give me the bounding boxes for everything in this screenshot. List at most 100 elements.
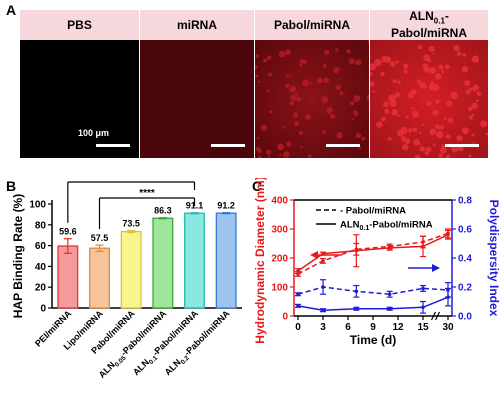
fluorescence-speck [285, 83, 290, 88]
fluorescence-speck [419, 131, 422, 134]
y-left-tick-label: 0 [282, 312, 288, 323]
x-tick-label: ALN0.2-Pabol/miRNA [163, 308, 234, 379]
left-axis-arrowhead [310, 251, 318, 259]
fluorescence-speck [350, 101, 354, 106]
data-point [296, 269, 300, 273]
fluorescence-speck [412, 127, 418, 132]
fluorescence-speck [282, 126, 286, 129]
fluorescence-speck [485, 132, 488, 136]
y-tick-label: 0 [40, 304, 46, 315]
micrograph-header-aln-pabol-mirna: ALN0.1- Pabol/miRNA [370, 9, 488, 40]
fluorescence-speck [394, 92, 401, 98]
data-point [421, 244, 425, 249]
fluorescence-speck [389, 99, 397, 108]
fluorescence-speck [464, 80, 471, 87]
series-line [297, 296, 449, 311]
fluorescence-speck [292, 112, 299, 118]
series-line [297, 286, 449, 296]
bar [215, 212, 237, 309]
fluorescence-speck [391, 109, 399, 116]
fluorescence-speck [450, 91, 458, 100]
fluorescence-speck [324, 49, 330, 55]
fluorescence-speck [407, 91, 415, 99]
y-tick-label: 40 [35, 262, 47, 273]
panel-label-b: B [6, 178, 17, 194]
fluorescence-speck [434, 124, 440, 129]
fluorescence-speck [461, 127, 469, 135]
bar [89, 247, 110, 309]
data-point [446, 295, 450, 299]
fluorescence-speck [255, 74, 259, 78]
fluorescence-speck [397, 80, 401, 84]
y-left-tick-label: 200 [271, 254, 288, 265]
fluorescence-speck [432, 52, 435, 55]
y-right-tick-label: 0.6 [458, 225, 472, 236]
data-point [387, 292, 392, 297]
fluorescence-speck [305, 114, 311, 120]
fluorescence-speck [323, 77, 329, 84]
fluorescence-speck [361, 136, 366, 141]
fluorescence-speck [421, 123, 425, 127]
fluorescence-speck [428, 45, 435, 52]
series-line [297, 232, 449, 275]
fluorescence-speck [445, 64, 450, 70]
fluorescence-speck [289, 101, 294, 106]
x-tick-label: 0 [295, 322, 301, 333]
micrograph-pabol-mirna [255, 40, 369, 158]
fluorescence-speck [335, 48, 339, 52]
fluorescence-speck [424, 150, 430, 156]
fluorescence-speck [380, 71, 385, 77]
legend-label-part: ALN [340, 220, 360, 231]
data-label: 57.5 [91, 233, 109, 243]
fluorescence-speck [321, 96, 329, 103]
data-point [387, 246, 392, 250]
fluorescence-speck [419, 82, 426, 89]
fluorescence-speck [330, 113, 335, 119]
fluorescence-speck [414, 154, 421, 158]
fluorescence-speck [432, 109, 439, 116]
fluorescence-speck [380, 116, 386, 122]
fluorescence-speck [472, 88, 477, 92]
fluorescence-speck [316, 77, 323, 84]
fluorescence-speck [456, 135, 463, 142]
fluorescence-speck [453, 45, 460, 52]
x-tick-label-part: 0.2 [180, 354, 192, 366]
fluorescence-speck [403, 63, 409, 69]
y-right-tick-label: 0.0 [458, 312, 472, 323]
micrograph-header-pbs: PBS [20, 10, 139, 40]
significance-label: **** [139, 188, 155, 199]
data-point [421, 286, 425, 291]
fluorescence-speck [374, 58, 382, 67]
fluorescence-speck [269, 110, 273, 114]
fluorescence-speck [354, 112, 359, 117]
fluorescence-speck [335, 84, 341, 91]
fluorescence-speck [279, 153, 282, 157]
fluorescence-speck [413, 139, 420, 146]
fluorescence-speck [441, 70, 445, 73]
fluorescence-speck [417, 44, 423, 50]
fluorescence-speck [289, 74, 292, 77]
micrograph-header-label: miRNA [176, 17, 217, 32]
fluorescence-speck [465, 89, 471, 95]
scale-bar [326, 144, 360, 147]
fluorescence-speck [456, 51, 462, 57]
fluorescence-speck [435, 73, 442, 80]
y-right-axis-title: Polydispersity Index [487, 200, 500, 317]
fluorescence-speck [408, 128, 413, 133]
scale-bar [211, 144, 245, 147]
scale-bar [96, 144, 130, 147]
y-left-tick-label: 400 [271, 196, 288, 207]
fluorescence-speck [438, 64, 444, 70]
fluorescence-speck [438, 153, 443, 158]
fluorescence-speck [286, 141, 292, 147]
micrograph-mirna [140, 40, 254, 158]
fluorescence-speck [355, 59, 362, 66]
x-tick-label: 9 [370, 322, 376, 333]
fluorescence-speck [402, 144, 409, 151]
fluorescence-speck [268, 72, 272, 77]
micrograph-header-mirna: miRNA [140, 10, 254, 40]
series-line [297, 234, 449, 272]
y-right-tick-label: 0.4 [458, 254, 472, 265]
fluorescence-speck [308, 154, 312, 158]
fluorescence-speck [422, 63, 429, 69]
